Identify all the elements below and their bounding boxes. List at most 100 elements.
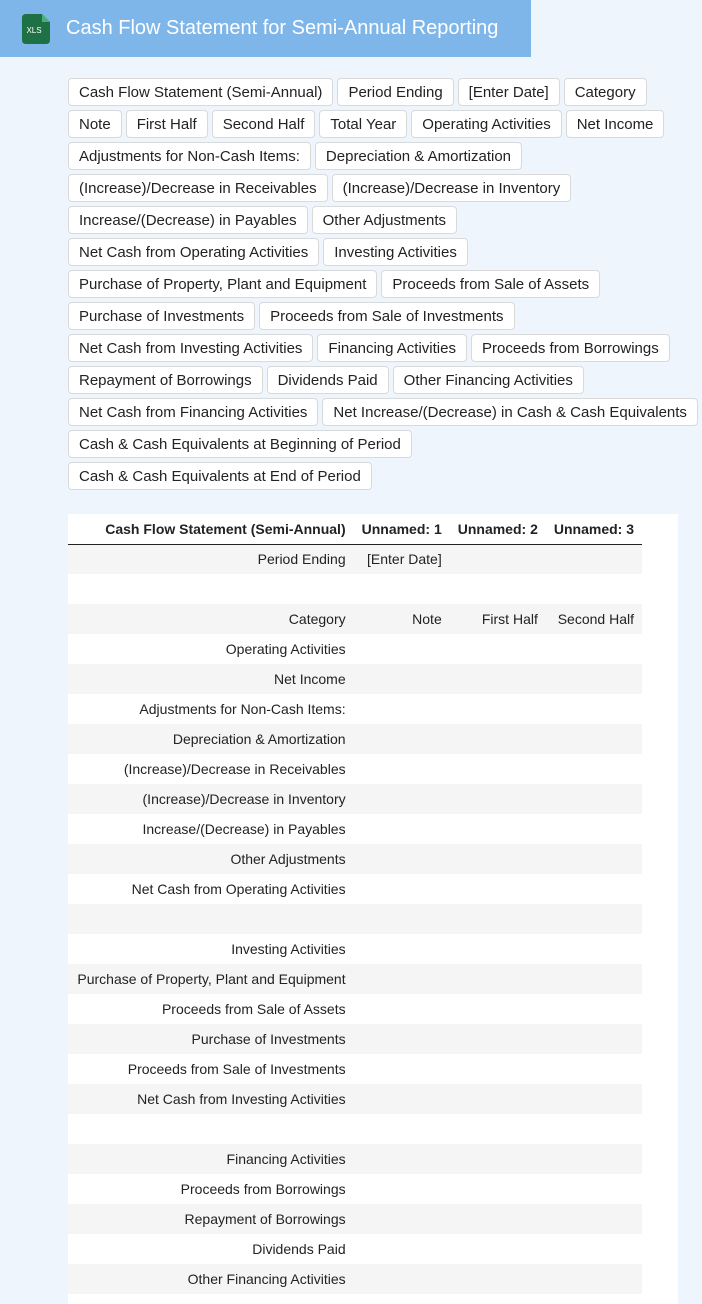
table-cell	[449, 964, 546, 994]
xls-icon: XLS	[22, 14, 50, 44]
tag-button[interactable]: Proceeds from Sale of Assets	[381, 270, 601, 298]
tag-button[interactable]: Depreciation & Amortization	[314, 142, 523, 170]
table-cell	[353, 994, 450, 1024]
table-cell	[545, 844, 642, 874]
table-cell	[545, 904, 642, 934]
tag-button[interactable]: (Increase)/Decrease in Receivables	[68, 174, 328, 202]
table-cell	[545, 1024, 642, 1054]
table-cell	[353, 724, 450, 754]
table-cell: [Enter Date]	[353, 544, 450, 574]
tag-button[interactable]: Total Year	[319, 110, 408, 138]
tag-list: Cash Flow Statement (Semi-Annual) Period …	[68, 78, 698, 490]
table-cell	[449, 844, 546, 874]
table-cell	[353, 874, 450, 904]
tag-button[interactable]: Cash & Cash Equivalents at End of Period	[68, 462, 372, 490]
tag-button[interactable]: Net Cash from Operating Activities	[68, 238, 320, 266]
table-cell	[353, 1174, 450, 1204]
table-cell	[353, 694, 450, 724]
tag-button[interactable]: Proceeds from Borrowings	[470, 334, 670, 362]
table-cell	[545, 574, 642, 604]
tag-button[interactable]: Category	[563, 78, 647, 106]
tag-button[interactable]: Investing Activities	[323, 238, 468, 266]
table-cell	[353, 1084, 450, 1114]
table-cell	[545, 664, 642, 694]
table-cell	[545, 814, 642, 844]
table-cell	[353, 634, 450, 664]
table-cell	[449, 1144, 546, 1174]
table-cell	[449, 1114, 546, 1144]
table-cell	[545, 754, 642, 784]
table-cell: Purchase of Investments	[68, 1024, 354, 1054]
table-row: 18Net Cash from Investing Activities	[68, 1084, 642, 1114]
table-row: 10Other Adjustments	[68, 844, 642, 874]
table-cell: Net Income	[68, 664, 354, 694]
tag-button[interactable]: Net Income	[565, 110, 665, 138]
table-row: 21Proceeds from Borrowings	[68, 1174, 642, 1204]
tag-button[interactable]: Note	[68, 110, 122, 138]
tag-button[interactable]: [Enter Date]	[457, 78, 560, 106]
icon-label: XLS	[26, 26, 41, 35]
table-cell	[545, 1174, 642, 1204]
table-cell: Increase/(Decrease) in Payables	[68, 814, 354, 844]
tag-button[interactable]: Proceeds from Sale of Investments	[259, 302, 515, 330]
table-cell	[353, 574, 450, 604]
tag-button[interactable]: Second Half	[211, 110, 316, 138]
tag-button[interactable]: Cash & Cash Equivalents at Beginning of …	[68, 430, 412, 458]
table-cell: Purchase of Property, Plant and Equipmen…	[68, 964, 354, 994]
table-cell	[449, 634, 546, 664]
column-header: Unnamed: 2	[449, 514, 546, 545]
tag-button[interactable]: Adjustments for Non-Cash Items:	[68, 142, 311, 170]
table-cell	[545, 694, 642, 724]
table-row: 7(Increase)/Decrease in Receivables	[68, 754, 642, 784]
tag-button[interactable]: Increase/(Decrease) in Payables	[68, 206, 308, 234]
tag-button[interactable]: Other Financing Activities	[392, 366, 584, 394]
table-cell	[449, 694, 546, 724]
table-row: 24Other Financing Activities	[68, 1264, 642, 1294]
table-cell	[545, 544, 642, 574]
column-header: Unnamed: 3	[545, 514, 642, 545]
table-cell: Operating Activities	[68, 634, 354, 664]
table-cell	[353, 1024, 450, 1054]
tag-button[interactable]: Dividends Paid	[266, 366, 389, 394]
table-row: 17Proceeds from Sale of Investments	[68, 1054, 642, 1084]
table-row: 5Adjustments for Non-Cash Items:	[68, 694, 642, 724]
table-cell	[449, 1084, 546, 1114]
table-cell	[545, 1204, 642, 1234]
table-cell	[545, 1114, 642, 1144]
tag-button[interactable]: Repayment of Borrowings	[68, 366, 263, 394]
table-cell	[353, 964, 450, 994]
table-cell: Adjustments for Non-Cash Items:	[68, 694, 354, 724]
table-cell	[449, 574, 546, 604]
tag-button[interactable]: Purchase of Property, Plant and Equipmen…	[68, 270, 378, 298]
table-cell	[353, 844, 450, 874]
tag-button[interactable]: Net Increase/(Decrease) in Cash & Cash E…	[322, 398, 698, 426]
table-cell: Period Ending	[68, 544, 354, 574]
table-cell	[449, 1204, 546, 1234]
table-row: 12	[68, 904, 642, 934]
table-cell	[68, 574, 354, 604]
tag-button[interactable]: Operating Activities	[411, 110, 562, 138]
table-cell	[353, 664, 450, 694]
tag-button[interactable]: (Increase)/Decrease in Inventory	[331, 174, 572, 202]
table-cell	[545, 994, 642, 1024]
tag-button[interactable]: Purchase of Investments	[68, 302, 256, 330]
tag-button[interactable]: Other Adjustments	[311, 206, 458, 234]
tag-button[interactable]: First Half	[125, 110, 208, 138]
table-cell	[545, 1234, 642, 1264]
table-row: 6Depreciation & Amortization	[68, 724, 642, 754]
tag-button[interactable]: Period Ending	[337, 78, 454, 106]
tag-button[interactable]: Cash Flow Statement (Semi-Annual)	[68, 78, 334, 106]
table-cell	[449, 754, 546, 784]
tag-button[interactable]: Net Cash from Financing Activities	[68, 398, 319, 426]
table-cell	[353, 784, 450, 814]
table-cell	[449, 544, 546, 574]
tag-button[interactable]: Net Cash from Investing Activities	[68, 334, 314, 362]
tag-button[interactable]: Financing Activities	[317, 334, 467, 362]
table-cell	[449, 664, 546, 694]
data-table: Cash Flow Statement (Semi-Annual) Unnamed…	[68, 514, 642, 1294]
table-cell	[353, 1054, 450, 1084]
table-cell: Depreciation & Amortization	[68, 724, 354, 754]
table-row: 11Net Cash from Operating Activities	[68, 874, 642, 904]
